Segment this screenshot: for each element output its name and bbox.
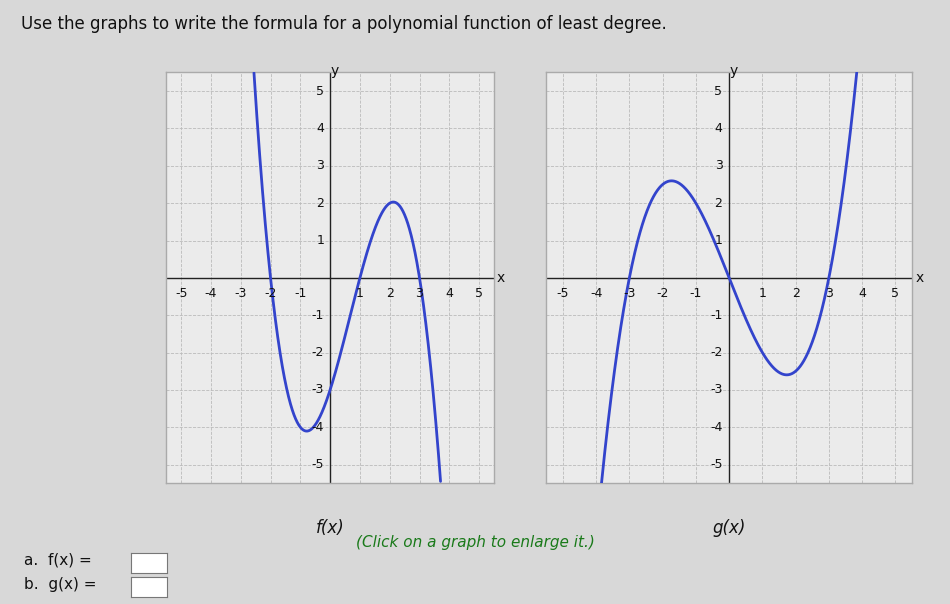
Text: 1: 1	[356, 287, 364, 300]
Text: 3: 3	[825, 287, 833, 300]
Text: 2: 2	[714, 197, 722, 210]
Text: f(x): f(x)	[315, 519, 345, 538]
Text: -2: -2	[312, 346, 324, 359]
Text: 2: 2	[386, 287, 393, 300]
Text: 5: 5	[714, 85, 722, 98]
Text: x: x	[497, 271, 505, 285]
Text: -4: -4	[590, 287, 602, 300]
Text: 3: 3	[714, 159, 722, 172]
Text: a.  f(x) =: a. f(x) =	[24, 553, 91, 568]
Text: -2: -2	[264, 287, 276, 300]
Text: -1: -1	[690, 287, 702, 300]
Text: -2: -2	[710, 346, 722, 359]
Text: y: y	[331, 64, 339, 78]
Text: 3: 3	[316, 159, 324, 172]
Text: 4: 4	[316, 122, 324, 135]
Text: 4: 4	[714, 122, 722, 135]
Text: -3: -3	[312, 384, 324, 396]
Text: -4: -4	[205, 287, 218, 300]
Text: 4: 4	[858, 287, 866, 300]
Text: 2: 2	[791, 287, 800, 300]
Text: -5: -5	[312, 458, 324, 471]
Text: -4: -4	[312, 421, 324, 434]
Text: 3: 3	[415, 287, 424, 300]
Text: -5: -5	[175, 287, 187, 300]
Text: x: x	[916, 271, 923, 285]
Text: b.  g(x) =: b. g(x) =	[24, 577, 96, 592]
Text: 1: 1	[316, 234, 324, 247]
Text: -5: -5	[710, 458, 722, 471]
Text: g(x): g(x)	[712, 519, 746, 538]
Text: -5: -5	[557, 287, 569, 300]
Text: y: y	[730, 64, 738, 78]
Text: 5: 5	[475, 287, 484, 300]
Text: -3: -3	[623, 287, 636, 300]
Text: -4: -4	[710, 421, 722, 434]
Text: 2: 2	[316, 197, 324, 210]
Text: 5: 5	[891, 287, 900, 300]
Text: (Click on a graph to enlarge it.): (Click on a graph to enlarge it.)	[355, 535, 595, 550]
Text: -1: -1	[294, 287, 307, 300]
Text: 4: 4	[446, 287, 453, 300]
Text: -2: -2	[656, 287, 669, 300]
Text: 1: 1	[714, 234, 722, 247]
Text: -3: -3	[710, 384, 722, 396]
Text: -1: -1	[312, 309, 324, 322]
Text: 5: 5	[316, 85, 324, 98]
Text: -1: -1	[710, 309, 722, 322]
Text: Use the graphs to write the formula for a polynomial function of least degree.: Use the graphs to write the formula for …	[21, 15, 667, 33]
Text: 1: 1	[758, 287, 767, 300]
Text: -3: -3	[235, 287, 247, 300]
